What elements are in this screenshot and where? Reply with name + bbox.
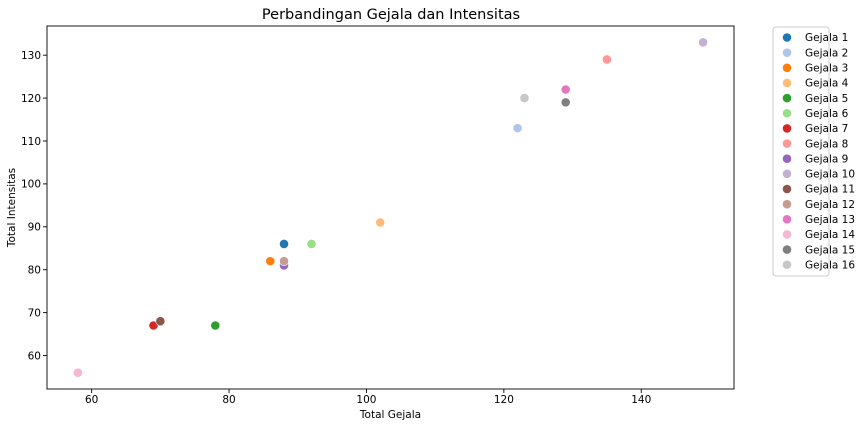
data-point-gejala-6 [306,239,317,249]
y-tick-label: 70 [28,307,41,319]
legend-marker-gejala-8 [782,138,792,149]
data-point-gejala-13 [560,84,571,95]
plot-frame [46,25,735,390]
chart-title: Perbandingan Gejala dan Intensitas [262,7,520,23]
legend-label-gejala-8: Gejala 8 [805,138,848,150]
data-point-gejala-2 [512,123,523,134]
legend-marker-gejala-2 [782,47,792,58]
legend-marker-gejala-7 [782,123,792,134]
data-point-gejala-16 [519,93,530,103]
data-points [73,37,708,378]
legend-marker-gejala-4 [782,78,792,88]
plot-area: 60 80 100 120 140 60 70 80 90 100 110 120 130 [21,25,735,406]
y-tick-label: 80 [28,265,41,277]
y-tick-label: 100 [21,179,41,191]
y-axis-label: Total Intensitas [6,168,18,248]
y-tick-label: 90 [28,222,41,234]
data-point-gejala-1 [279,239,289,249]
legend-marker-gejala-5 [782,93,792,103]
x-tick-label: 60 [85,394,98,406]
legend-label-gejala-14: Gejala 14 [805,229,855,241]
legend-label-gejala-10: Gejala 10 [805,169,855,181]
data-point-gejala-8 [602,54,612,65]
data-point-gejala-11 [155,316,166,327]
legend: Gejala 1 Gejala 2 Gejala 3 Gejala 4 Gejala 5… [772,26,855,277]
data-point-gejala-15 [560,97,571,108]
legend-marker-gejala-14 [782,229,792,240]
legend-marker-gejala-13 [782,214,792,225]
data-point-gejala-3 [265,256,276,267]
x-axis: 60 80 100 120 140 [85,389,651,406]
legend-marker-gejala-12 [782,199,792,210]
legend-marker-gejala-10 [782,168,792,179]
legend-label-gejala-4: Gejala 4 [805,78,849,90]
legend-label-gejala-15: Gejala 15 [805,244,855,256]
legend-label-gejala-3: Gejala 3 [805,63,848,75]
legend-label-gejala-11: Gejala 11 [805,184,855,196]
legend-label-gejala-6: Gejala 6 [805,108,849,120]
data-point-gejala-10 [698,37,708,48]
legend-label-gejala-12: Gejala 12 [805,199,855,211]
legend-marker-gejala-1 [782,32,792,43]
legend-marker-gejala-9 [782,153,792,164]
data-point-gejala-5 [210,320,221,331]
y-tick-label: 130 [21,50,41,62]
legend-marker-gejala-6 [782,108,792,119]
legend-marker-gejala-3 [782,62,792,73]
y-tick-label: 110 [21,136,41,148]
legend-marker-gejala-16 [782,259,792,270]
y-tick-label: 60 [28,350,41,362]
legend-label-gejala-1: Gejala 1 [805,32,848,44]
legend-label-gejala-7: Gejala 7 [805,123,848,135]
legend-frame [772,26,830,277]
x-axis-label: Total Gejala [359,409,421,421]
data-point-gejala-4 [375,217,386,228]
legend-label-gejala-5: Gejala 5 [805,93,848,105]
legend-label-gejala-9: Gejala 9 [805,153,848,165]
legend-label-gejala-13: Gejala 13 [805,214,855,226]
legend-label-gejala-2: Gejala 2 [805,47,848,59]
x-tick-label: 80 [222,394,235,406]
legend-label-gejala-16: Gejala 16 [805,259,855,271]
x-tick-label: 140 [631,394,651,406]
x-tick-label: 120 [494,394,514,406]
y-tick-label: 120 [21,93,41,105]
y-axis: 60 70 80 90 100 110 120 130 [21,50,47,362]
legend-marker-gejala-15 [782,244,792,255]
data-point-gejala-14 [73,367,83,378]
data-point-gejala-12 [279,256,289,267]
legend-marker-gejala-11 [782,184,792,194]
x-tick-label: 100 [356,394,376,406]
